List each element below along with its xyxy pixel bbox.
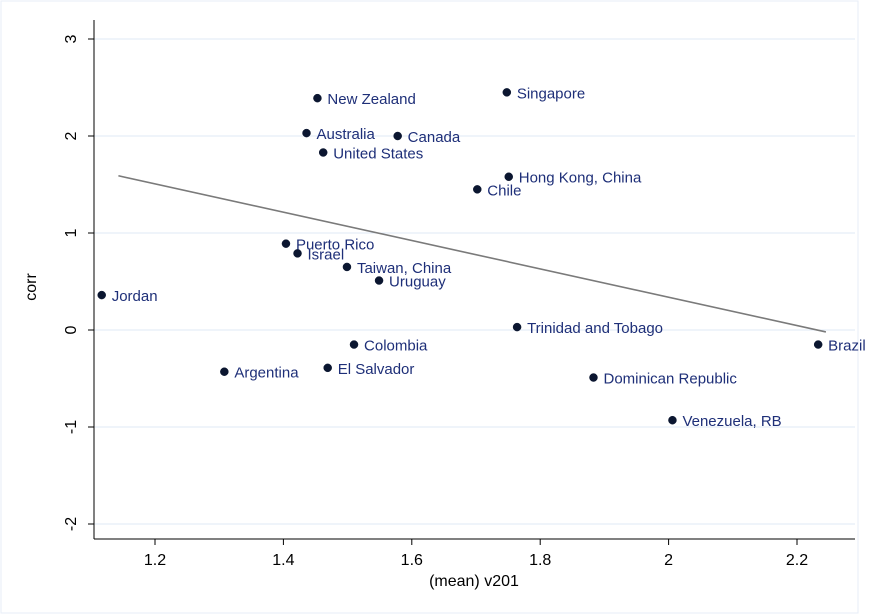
x-tick-label-4: 2: [664, 552, 673, 569]
point-label-5: New Zealand: [327, 91, 415, 108]
scatter-point-17: [668, 415, 677, 425]
scatter-point-7: [323, 363, 332, 373]
axis-layer: 1.2 1.4 1.6 1.8 2 2.2 -2 -1 0 1 2 3: [63, 20, 855, 569]
x-axis-title: (mean) v201: [429, 573, 519, 590]
x-tick-label-2: 1.6: [401, 552, 423, 569]
point-label-13: Singapore: [517, 85, 585, 102]
point-label-10: Uruguay: [389, 274, 446, 291]
point-label-11: Canada: [408, 129, 461, 146]
point-label-9: Colombia: [364, 338, 428, 355]
y-tick-label-2: 0: [63, 325, 80, 334]
point-label-17: Venezuela, RB: [682, 413, 781, 430]
point-label-12: Chile: [487, 182, 521, 199]
scatter-point-15: [512, 322, 522, 332]
grid-layer: [94, 38, 855, 525]
point-label-4: Australia: [317, 126, 376, 143]
point-label-16: Dominican Republic: [603, 371, 737, 388]
scatter-point-4: [302, 128, 311, 138]
scatter-point-1: [220, 367, 229, 376]
y-tick-label-0: -2: [63, 517, 80, 531]
point-label-18: Brazil: [828, 338, 866, 355]
point-label-8: Taiwan, China: [357, 260, 452, 277]
scatter-point-16: [589, 373, 598, 382]
point-label-2: Puerto Rico: [296, 237, 374, 254]
scatter-point-13: [502, 88, 512, 97]
scatter-point-2: [281, 239, 291, 248]
fit-layer: [118, 174, 827, 333]
x-tick-label-5: 2.2: [786, 552, 808, 569]
point-label-14: Hong Kong, China: [519, 170, 642, 187]
scatter-point-3: [293, 249, 302, 258]
point-label-1: Argentina: [234, 365, 299, 382]
y-tick-label-5: 3: [63, 34, 80, 43]
scatter-point-18: [813, 340, 823, 349]
y-tick-label-3: 1: [63, 228, 80, 237]
y-tick-label-4: 2: [63, 131, 80, 140]
y-axis-title: corr: [23, 273, 40, 301]
scatter-point-12: [473, 185, 482, 194]
x-tick-label-1: 1.4: [272, 552, 294, 569]
y-tick-label-1: -1: [63, 420, 80, 434]
plot-area: [94, 20, 855, 539]
fit-line: [118, 174, 827, 333]
point-label-0: Jordan: [112, 288, 158, 305]
scatter-point-10: [374, 276, 384, 285]
scatter-point-0: [97, 290, 106, 300]
scatter-point-11: [393, 131, 402, 141]
scatter-point-5: [313, 93, 322, 103]
scatter-point-8: [342, 262, 352, 272]
x-tick-label-0: 1.2: [144, 552, 166, 569]
point-label-6: United States: [333, 145, 423, 162]
scatter-point-9: [349, 340, 359, 349]
scatter-point-6: [318, 148, 328, 157]
scatter-point-14: [504, 172, 513, 181]
point-label-15: Trinidad and Tobago: [527, 320, 663, 337]
point-layer: [97, 88, 823, 425]
point-label-7: El Salvador: [338, 361, 415, 378]
point-label-3: Israel: [308, 246, 345, 263]
x-tick-label-3: 1.8: [529, 552, 551, 569]
